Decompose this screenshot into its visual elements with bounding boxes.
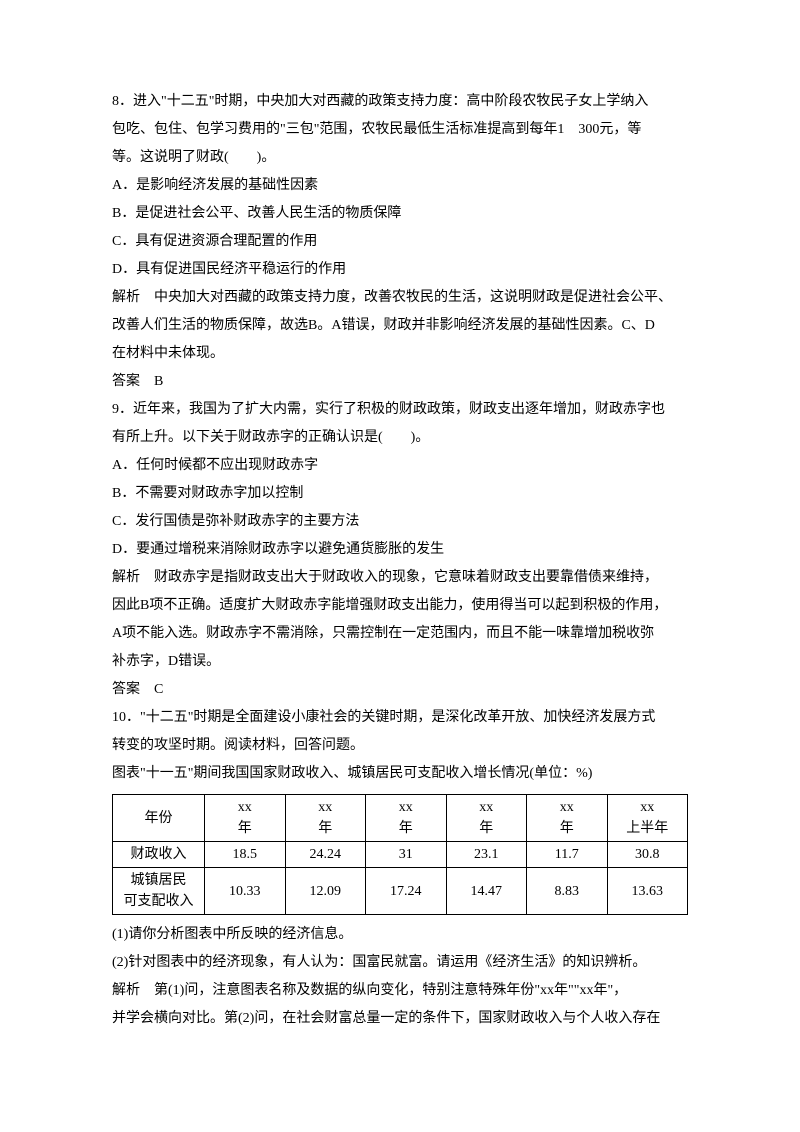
q9-stem-line: 9．近年来，我国为了扩大内需，实行了积极的财政政策，财政支出逐年增加，财政赤字也 bbox=[112, 396, 688, 424]
q10-sub1: (1)请你分析图表中所反映的经济信息。 bbox=[112, 921, 688, 949]
q9-explanation-line: 补赤字，D错误。 bbox=[112, 648, 688, 676]
q10-stem-line: 转变的攻坚时期。阅读材料，回答问题。 bbox=[112, 732, 688, 760]
q8-stem-line: 包吃、包住、包学习费用的"三包"范围，农牧民最低生活标准提高到每年1 300元，… bbox=[112, 116, 688, 144]
q10-stem-line: 10．"十二五"时期是全面建设小康社会的关键时期，是深化改革开放、加快经济发展方… bbox=[112, 704, 688, 732]
header-year: 年份 bbox=[113, 795, 205, 842]
q9-option-d: D．要通过增税来消除财政赤字以避免通货膨胀的发生 bbox=[112, 536, 688, 564]
q9-option-c: C．发行国债是弥补财政赤字的主要方法 bbox=[112, 508, 688, 536]
header-col4: xx年 bbox=[446, 795, 527, 842]
header-col3: xx年 bbox=[366, 795, 447, 842]
q10-sub2: (2)针对图表中的经济现象，有人认为：国富民就富。请运用《经济生活》的知识辨析。 bbox=[112, 949, 688, 977]
q8-option-a: A．是影响经济发展的基础性因素 bbox=[112, 172, 688, 200]
row1-c1: 18.5 bbox=[205, 842, 286, 868]
q8-option-b: B．是促进社会公平、改善人民生活的物质保障 bbox=[112, 200, 688, 228]
q8-stem-line: 8．进入"十二五"时期，中央加大对西藏的政策支持力度：高中阶段农牧民子女上学纳入 bbox=[112, 88, 688, 116]
row2-c3: 17.24 bbox=[366, 868, 447, 915]
q9-explanation-line: 解析 财政赤字是指财政支出大于财政收入的现象，它意味着财政支出要靠借债来维持， bbox=[112, 564, 688, 592]
row1-c5: 11.7 bbox=[527, 842, 608, 868]
q10-data-table: 年份 xx年 xx年 xx年 xx年 xx年 xx上半年 财政收入 18.5 2… bbox=[112, 794, 688, 915]
q9-option-a: A．任何时候都不应出现财政赤字 bbox=[112, 452, 688, 480]
row1-header: 财政收入 bbox=[113, 842, 205, 868]
document-page: 8．进入"十二五"时期，中央加大对西藏的政策支持力度：高中阶段农牧民子女上学纳入… bbox=[0, 0, 800, 1073]
row2-c5: 8.83 bbox=[527, 868, 608, 915]
q8-option-d: D．具有促进国民经济平稳运行的作用 bbox=[112, 256, 688, 284]
q8-explanation-line: 改善人们生活的物质保障，故选B。A错误，财政并非影响经济发展的基础性因素。C、D bbox=[112, 312, 688, 340]
row2-c2: 12.09 bbox=[285, 868, 366, 915]
row2-c4: 14.47 bbox=[446, 868, 527, 915]
table-header-row: 年份 xx年 xx年 xx年 xx年 xx年 xx上半年 bbox=[113, 795, 688, 842]
row2-header: 城镇居民可支配收入 bbox=[113, 868, 205, 915]
q9-explanation-line: A项不能入选。财政赤字不需消除，只需控制在一定范围内，而且不能一味靠增加税收弥 bbox=[112, 620, 688, 648]
row2-c1: 10.33 bbox=[205, 868, 286, 915]
q8-stem-line: 等。这说明了财政( )。 bbox=[112, 144, 688, 172]
q10-explanation-line: 解析 第(1)问，注意图表名称及数据的纵向变化，特别注意特殊年份"xx年""xx… bbox=[112, 977, 688, 1005]
q10-explanation-line: 并学会横向对比。第(2)问，在社会财富总量一定的条件下，国家财政收入与个人收入存… bbox=[112, 1005, 688, 1033]
row1-c6: 30.8 bbox=[607, 842, 688, 868]
q8-explanation-line: 解析 中央加大对西藏的政策支持力度，改善农牧民的生活，这说明财政是促进社会公平、 bbox=[112, 284, 688, 312]
q9-stem-line: 有所上升。以下关于财政赤字的正确认识是( )。 bbox=[112, 424, 688, 452]
row1-c4: 23.1 bbox=[446, 842, 527, 868]
q9-option-b: B．不需要对财政赤字加以控制 bbox=[112, 480, 688, 508]
q10-table-caption: 图表"十一五"期间我国国家财政收入、城镇居民可支配收入增长情况(单位：%) bbox=[112, 760, 688, 788]
row2-c6: 13.63 bbox=[607, 868, 688, 915]
q8-explanation-line: 在材料中未体现。 bbox=[112, 340, 688, 368]
table-row-fiscal: 财政收入 18.5 24.24 31 23.1 11.7 30.8 bbox=[113, 842, 688, 868]
row1-c3: 31 bbox=[366, 842, 447, 868]
q8-option-c: C．具有促进资源合理配置的作用 bbox=[112, 228, 688, 256]
header-col2: xx年 bbox=[285, 795, 366, 842]
table-row-income: 城镇居民可支配收入 10.33 12.09 17.24 14.47 8.83 1… bbox=[113, 868, 688, 915]
q9-answer: 答案 C bbox=[112, 676, 688, 704]
header-col1: xx年 bbox=[205, 795, 286, 842]
header-col6: xx上半年 bbox=[607, 795, 688, 842]
row1-c2: 24.24 bbox=[285, 842, 366, 868]
header-col5: xx年 bbox=[527, 795, 608, 842]
q9-explanation-line: 因此B项不正确。适度扩大财政赤字能增强财政支出能力，使用得当可以起到积极的作用， bbox=[112, 592, 688, 620]
q8-answer: 答案 B bbox=[112, 368, 688, 396]
